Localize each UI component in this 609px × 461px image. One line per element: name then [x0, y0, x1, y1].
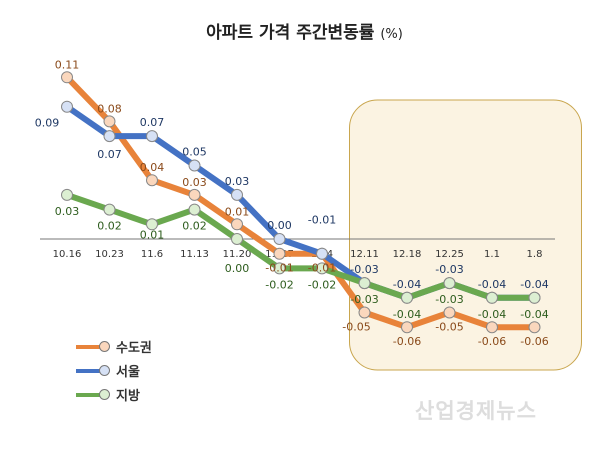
data-label: 0.03 [225, 175, 250, 188]
data-label: 0.09 [35, 117, 60, 130]
data-label: 0.00 [225, 262, 250, 275]
data-label: -0.04 [478, 308, 506, 321]
series-2 [61, 188, 541, 304]
x-tick-label: 11.20 [223, 249, 252, 260]
data-label: -0.04 [520, 278, 548, 291]
data-label: 0.00 [267, 219, 292, 232]
data-label: -0.01 [308, 214, 336, 227]
legend-label: 수도권 [116, 341, 152, 356]
data-label: -0.03 [435, 263, 463, 276]
data-point [188, 159, 201, 172]
data-point [103, 203, 116, 216]
x-tick-label: 12.11 [350, 249, 379, 260]
data-point [231, 218, 243, 231]
data-label: -0.04 [393, 308, 421, 321]
x-tick-label: 11.13 [180, 249, 209, 260]
legend-swatch [76, 364, 110, 376]
legend-item-seoul: 서울 [76, 361, 140, 380]
data-label: 0.08 [97, 102, 122, 115]
data-label: -0.04 [478, 278, 506, 291]
data-label: -0.04 [520, 308, 548, 321]
series-line [64, 75, 535, 331]
data-label: -0.05 [342, 321, 370, 334]
data-label: 0.01 [140, 228, 165, 241]
legend-swatch [76, 340, 110, 352]
legend-item-jibang: 지방 [76, 385, 140, 404]
data-label: -0.06 [478, 335, 506, 348]
data-point [528, 321, 541, 334]
data-label: -0.01 [265, 262, 293, 275]
data-label: 0.02 [97, 220, 122, 233]
data-label: 0.07 [140, 116, 165, 129]
data-point [401, 321, 413, 334]
data-label: 0.03 [182, 176, 207, 189]
data-point [273, 247, 286, 260]
x-tick-label: 1.8 [527, 249, 543, 260]
data-point [443, 306, 456, 319]
data-point [188, 203, 201, 216]
data-point [188, 188, 201, 201]
legend-label: 서울 [116, 365, 140, 380]
data-point [231, 233, 243, 245]
data-label: 0.05 [182, 146, 207, 159]
data-label: 0.02 [182, 220, 207, 233]
series-line [66, 192, 535, 301]
data-point [358, 277, 371, 290]
x-tick-label: 11.6 [141, 249, 163, 260]
data-point [146, 174, 158, 187]
legend-label: 지방 [116, 389, 140, 404]
x-tick-label: 10.23 [95, 249, 124, 260]
legend-swatch [76, 388, 110, 400]
highlight-box [349, 99, 582, 371]
data-point [358, 306, 371, 319]
data-label: 0.04 [140, 161, 165, 174]
data-point [103, 130, 116, 143]
data-label: -0.02 [265, 278, 293, 291]
x-tick-label: 10.16 [53, 249, 82, 260]
data-point [61, 71, 73, 84]
data-point [486, 321, 498, 334]
data-label: -0.03 [350, 263, 378, 276]
data-label: 0.07 [97, 148, 122, 161]
data-point [146, 218, 158, 231]
x-tick-label: 12.18 [393, 249, 422, 260]
data-label: -0.03 [435, 293, 463, 306]
data-label: -0.01 [308, 262, 336, 275]
data-point [231, 188, 243, 201]
data-label: 0.01 [225, 205, 250, 218]
data-point [61, 188, 73, 201]
title-unit: (%) [380, 27, 403, 42]
data-point [316, 262, 328, 275]
data-point [486, 291, 498, 304]
data-label: -0.06 [520, 335, 548, 348]
data-point [146, 130, 158, 143]
data-label: -0.06 [393, 335, 421, 348]
data-point [401, 291, 413, 304]
data-label: 0.03 [55, 205, 80, 218]
data-point [273, 262, 286, 275]
x-tick-label: 12.25 [435, 249, 464, 260]
data-point [61, 100, 73, 113]
watermark: 산업경제뉴스 [415, 399, 537, 423]
data-label: -0.03 [350, 293, 378, 306]
data-point [316, 247, 328, 260]
data-label: -0.04 [393, 278, 421, 291]
data-label: -0.02 [308, 278, 336, 291]
data-point [443, 277, 456, 290]
x-tick-label: 1.1 [484, 249, 500, 260]
data-point [273, 233, 286, 245]
title-text: 아파트 가격 주간변동률 [206, 23, 375, 43]
series-0 [61, 71, 541, 334]
data-label: -0.05 [435, 321, 463, 334]
legend-item-sudogwon: 수도권 [76, 337, 152, 356]
chart-title: 아파트 가격 주간변동률 (%) [0, 18, 609, 43]
data-point [528, 291, 541, 304]
data-point [103, 115, 116, 128]
data-label: 0.11 [55, 58, 80, 71]
